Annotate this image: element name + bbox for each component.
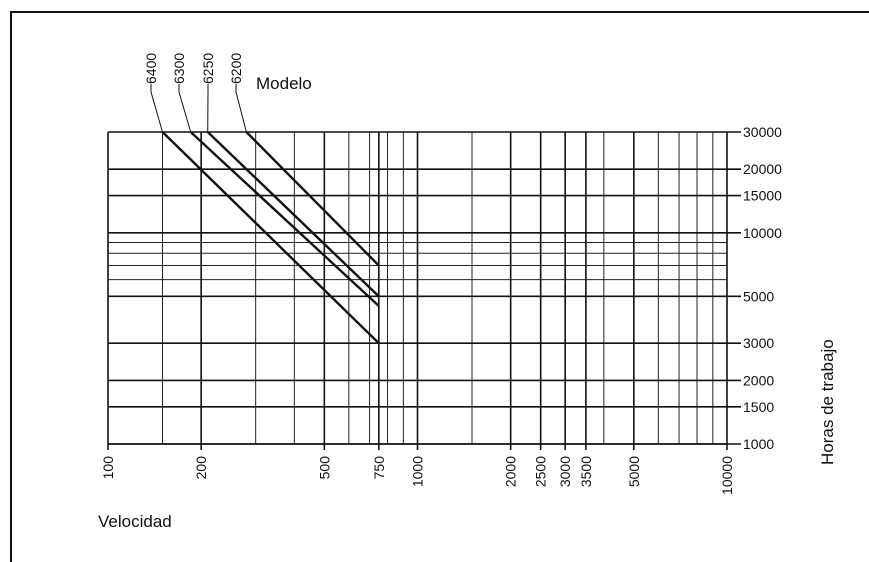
grid-lines [107,131,741,450]
y-tick-label: 20000 [743,161,782,177]
y-tick-label: 15000 [743,188,782,204]
x-tick-label: 200 [193,456,209,480]
y-tick-labels: 1000 1500 2000 3000 5000 10000 15000 20000 30000 [743,124,782,452]
series-line-6250 [206,131,380,298]
x-tick-label: 10000 [719,456,735,495]
series-line-6200 [245,131,380,267]
y-tick-label: 30000 [743,124,782,140]
x-tick-label: 100 [100,456,116,480]
x-tick-label: 2500 [533,456,549,487]
model-label-6200: 6200 [228,53,244,84]
series-line-6400 [161,131,380,345]
y-tick-label: 1000 [743,436,774,452]
y-tick-label: 1500 [743,399,774,415]
series-lines [161,131,380,345]
y-tick-label: 3000 [743,335,774,351]
x-tick-label: 3000 [557,456,573,487]
y-tick-label: 2000 [743,372,774,388]
model-label-6250: 6250 [200,53,216,84]
model-label-6400: 6400 [143,53,159,84]
y-axis-label: Horas de trabajo [818,339,837,465]
x-tick-label: 500 [316,456,332,480]
model-label-6300: 6300 [171,53,187,84]
model-leader-6400 [150,84,163,133]
y-tick-label: 10000 [743,225,782,241]
y-tick-label: 5000 [743,288,774,304]
x-tick-label: 5000 [626,456,642,487]
x-tick-label: 750 [371,456,387,480]
series-line-6300 [189,131,380,307]
x-tick-label: 1000 [410,456,426,487]
model-labels: 6400 6300 6250 6200 [143,53,247,133]
model-leader-6300 [178,84,192,133]
x-tick-label: 3500 [578,456,594,487]
x-tick-label: 2000 [503,456,519,487]
chart-frame [10,11,869,562]
x-axis-label: Velocidad [98,512,172,531]
legend-title: Modelo [256,74,312,93]
x-tick-labels: 100 200 500 750 1000 2000 2500 3000 3500 5000 1000… [100,456,735,495]
model-leader-6200 [235,84,247,133]
